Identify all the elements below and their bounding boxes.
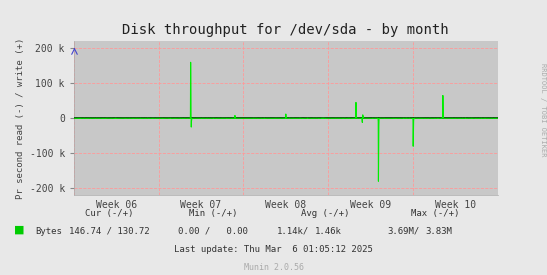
Text: RRDTOOL / TOBI OETIKER: RRDTOOL / TOBI OETIKER — [540, 63, 546, 157]
Text: 3.83M: 3.83M — [425, 227, 452, 236]
Text: 146.74 / 130.72: 146.74 / 130.72 — [69, 227, 150, 236]
Text: 1.46k: 1.46k — [315, 227, 342, 236]
Text: Munin 2.0.56: Munin 2.0.56 — [243, 263, 304, 272]
Text: Last update: Thu Mar  6 01:05:12 2025: Last update: Thu Mar 6 01:05:12 2025 — [174, 245, 373, 254]
Text: Cur (-/+): Cur (-/+) — [85, 209, 133, 218]
Text: Bytes: Bytes — [36, 227, 62, 236]
Text: Max (-/+): Max (-/+) — [411, 209, 459, 218]
Title: Disk throughput for /dev/sda - by month: Disk throughput for /dev/sda - by month — [123, 23, 449, 37]
Text: Avg (-/+): Avg (-/+) — [301, 209, 350, 218]
Text: 0.00 /   0.00: 0.00 / 0.00 — [178, 227, 248, 236]
Text: 3.69M/: 3.69M/ — [388, 227, 420, 236]
Y-axis label: Pr second read (-) / write (+): Pr second read (-) / write (+) — [16, 38, 25, 199]
Text: 1.14k/: 1.14k/ — [277, 227, 309, 236]
Text: ■: ■ — [14, 224, 24, 234]
Text: Min (-/+): Min (-/+) — [189, 209, 237, 218]
